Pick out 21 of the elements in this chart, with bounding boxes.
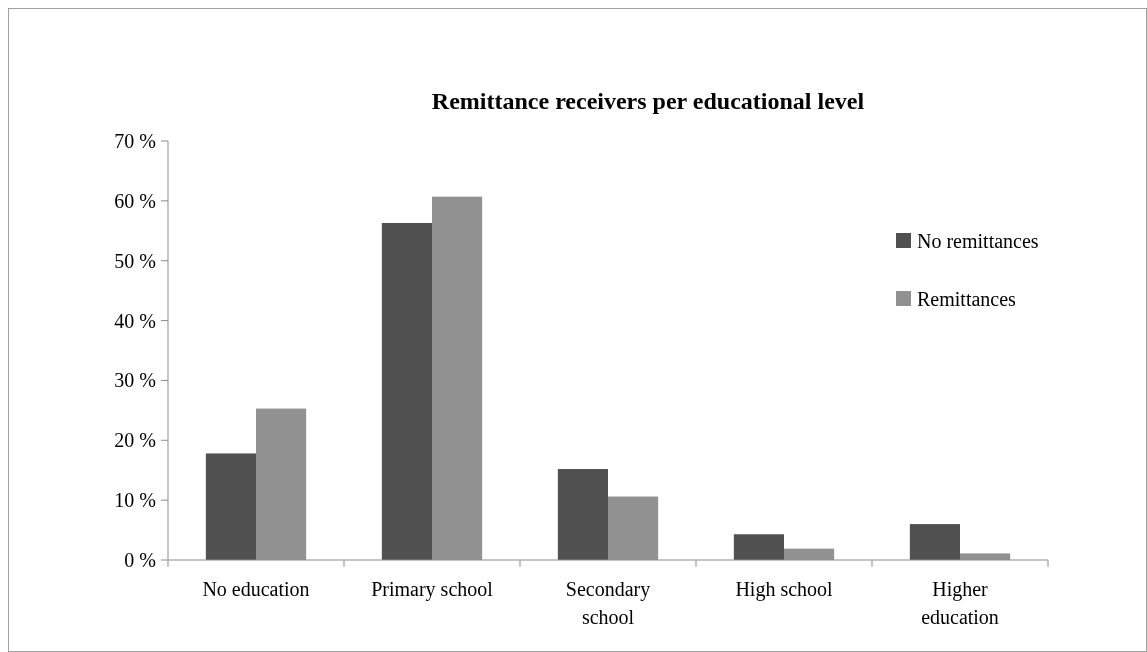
x-tick-label: Primary school [371,578,494,601]
y-tick-label: 40 % [114,309,156,332]
x-tick-label: Secondary school [565,578,651,628]
bar [909,524,960,560]
bar [733,534,784,560]
x-tick-label: High school [735,578,834,601]
y-tick-label: 10 % [114,489,156,512]
bar [205,453,256,560]
y-tick-label: 30 % [114,369,156,392]
bar [557,469,608,560]
y-tick-label: 50 % [114,249,156,272]
y-tick-label: 20 % [114,429,156,452]
legend-label: Remittances [917,288,1017,310]
x-tick-label: No education [202,578,310,600]
x-tick-label: Higher education [921,578,999,628]
y-tick-label: 70 % [114,130,156,152]
chart-title: Remittance receivers per educational level [431,88,865,114]
y-tick-label: 0 % [124,549,156,571]
legend-label: No remittances [917,230,1039,252]
y-tick-label: 60 % [114,189,156,212]
bar [381,223,432,560]
